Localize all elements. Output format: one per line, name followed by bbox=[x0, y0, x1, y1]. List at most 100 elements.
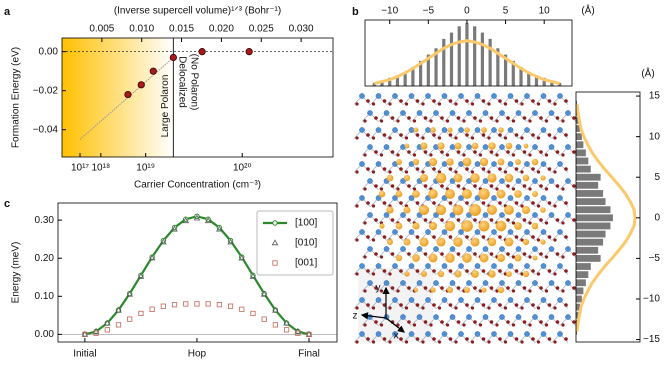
atom bbox=[448, 303, 453, 307]
atom bbox=[408, 127, 415, 133]
polaron-density bbox=[514, 254, 522, 262]
atom bbox=[415, 133, 420, 137]
y-tick-label: 5 bbox=[654, 172, 660, 183]
atom bbox=[382, 99, 387, 103]
histogram-bar bbox=[576, 287, 584, 295]
polaron-density bbox=[487, 205, 497, 215]
atom bbox=[489, 218, 494, 222]
atom bbox=[382, 235, 387, 239]
atom bbox=[404, 102, 409, 106]
marker bbox=[227, 303, 234, 309]
polaron-density bbox=[412, 222, 420, 230]
legend-box bbox=[256, 210, 334, 276]
histogram-bar bbox=[457, 26, 461, 87]
atom bbox=[474, 297, 481, 303]
plot-frame bbox=[364, 19, 573, 87]
polaron-density bbox=[436, 237, 446, 247]
atom bbox=[429, 153, 433, 157]
atom bbox=[564, 99, 568, 103]
polaron-density bbox=[379, 223, 385, 229]
atom bbox=[544, 323, 549, 327]
atom bbox=[553, 136, 557, 140]
atom bbox=[498, 235, 502, 239]
polaron-density bbox=[413, 127, 419, 133]
atom bbox=[388, 170, 392, 174]
atom bbox=[473, 184, 477, 188]
atom bbox=[539, 218, 543, 222]
atom bbox=[359, 161, 365, 167]
atom bbox=[489, 320, 494, 324]
marker bbox=[194, 301, 200, 307]
atom bbox=[390, 286, 395, 290]
atom bbox=[539, 286, 543, 290]
atom bbox=[366, 303, 370, 307]
annotation: Delocalized bbox=[177, 56, 188, 108]
atom bbox=[359, 195, 365, 201]
atom bbox=[382, 167, 387, 171]
atom bbox=[390, 184, 395, 188]
atom bbox=[407, 184, 411, 188]
atom bbox=[400, 212, 406, 218]
polaron-density bbox=[420, 270, 428, 278]
atom bbox=[547, 201, 552, 205]
polaron-density bbox=[514, 222, 522, 230]
atom bbox=[564, 337, 568, 341]
marker bbox=[160, 238, 167, 245]
atom bbox=[532, 280, 538, 286]
atom bbox=[383, 144, 390, 150]
atom bbox=[544, 187, 549, 191]
atom bbox=[400, 246, 406, 252]
atom bbox=[466, 110, 472, 116]
atom bbox=[491, 297, 497, 303]
atom bbox=[481, 201, 486, 205]
atom bbox=[375, 229, 382, 235]
atom bbox=[491, 161, 497, 167]
atom bbox=[514, 133, 519, 137]
atom bbox=[390, 150, 395, 154]
atom bbox=[548, 246, 555, 252]
atom bbox=[423, 150, 428, 154]
atom bbox=[407, 286, 411, 290]
atom bbox=[355, 204, 359, 208]
atom bbox=[448, 235, 453, 239]
atom bbox=[466, 280, 472, 286]
histogram-bar bbox=[434, 48, 438, 86]
atom bbox=[553, 238, 557, 242]
atom bbox=[481, 235, 486, 239]
histogram-bar bbox=[576, 173, 601, 181]
polaron-density bbox=[464, 127, 470, 133]
polaron-density bbox=[395, 222, 403, 230]
data-point bbox=[149, 67, 157, 75]
atom bbox=[454, 102, 458, 106]
polaron-density bbox=[437, 142, 445, 150]
atom bbox=[474, 229, 481, 235]
atom bbox=[572, 184, 576, 188]
atom bbox=[522, 150, 527, 154]
atom bbox=[374, 320, 378, 324]
atom bbox=[499, 314, 505, 320]
atom bbox=[489, 252, 494, 256]
atom bbox=[383, 110, 390, 116]
atom bbox=[540, 93, 547, 99]
polaron-density bbox=[437, 270, 445, 278]
histogram-bar bbox=[576, 125, 580, 132]
atom bbox=[367, 144, 373, 150]
histogram-bar bbox=[576, 279, 586, 287]
marker bbox=[250, 310, 256, 317]
atom bbox=[564, 167, 568, 171]
atom bbox=[433, 212, 439, 218]
atom bbox=[520, 204, 524, 208]
atom bbox=[572, 150, 576, 154]
legend-label: [100] bbox=[295, 218, 317, 229]
atom bbox=[482, 178, 489, 184]
data-point bbox=[124, 90, 132, 99]
marker bbox=[126, 290, 133, 297]
atom bbox=[495, 153, 499, 157]
polaron-density bbox=[522, 270, 530, 278]
atom bbox=[520, 238, 524, 242]
atom bbox=[415, 303, 420, 307]
atom bbox=[491, 229, 497, 235]
atom bbox=[399, 303, 403, 307]
atom bbox=[392, 331, 398, 337]
